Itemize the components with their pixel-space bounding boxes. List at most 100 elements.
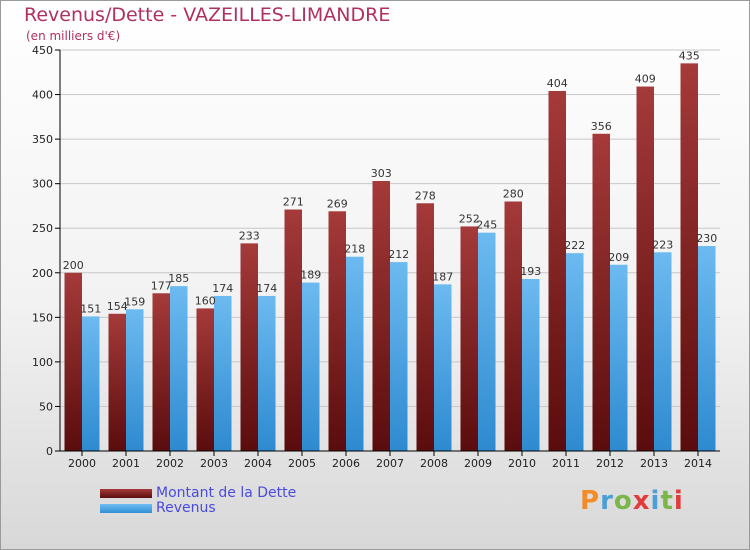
x-tick-label: 2013 [640,457,668,470]
data-label-debt: 404 [547,77,568,90]
data-label-revenue: 187 [432,270,453,283]
x-tick-label: 2006 [332,457,360,470]
data-label-debt: 160 [195,294,216,307]
legend-swatch-revenue [100,504,152,513]
bar-debt [680,63,698,451]
bar-revenue [214,295,232,451]
data-label-revenue: 159 [124,295,145,308]
data-label-revenue: 189 [300,269,321,282]
bar-revenue [170,286,188,451]
data-label-debt: 280 [503,187,524,200]
x-tick-label: 2014 [684,457,712,470]
y-tick-label: 100 [32,356,53,369]
chart-subtitle: (en milliers d'€) [26,29,121,43]
y-tick-label: 300 [32,178,53,191]
data-label-revenue: 209 [608,251,629,264]
bar-debt [372,180,390,451]
proxiti-logo: Proxiti [580,486,684,516]
bar-debt [548,90,566,451]
data-label-revenue: 174 [256,282,277,295]
data-label-revenue: 222 [564,239,585,252]
legend-label-revenue: Revenus [156,500,216,516]
bar-revenue [346,256,364,451]
data-label-debt: 233 [239,229,260,242]
bar-debt [592,133,610,451]
data-label-revenue: 185 [168,272,189,285]
x-tick-label: 2011 [552,457,580,470]
bar-revenue [258,295,276,451]
data-label-debt: 200 [63,259,84,272]
y-tick-label: 350 [32,133,53,146]
bar-revenue [698,246,716,451]
data-label-debt: 409 [635,73,656,86]
logo-letter: o [613,486,633,516]
x-tick-label: 2012 [596,457,624,470]
bar-debt [240,243,258,451]
bar-revenue [82,316,100,451]
bar-debt [152,293,170,451]
bar-revenue [126,309,144,451]
logo-letter: i [650,486,661,516]
x-tick-label: 2000 [68,457,96,470]
bar-revenue [478,232,496,451]
data-label-revenue: 223 [652,238,673,251]
y-tick-label: 150 [32,311,53,324]
y-tick-label: 50 [39,400,53,413]
x-tick-label: 2003 [200,457,228,470]
logo-letter: P [580,486,601,516]
x-tick-label: 2002 [156,457,184,470]
x-tick-label: 2008 [420,457,448,470]
data-label-revenue: 174 [212,282,233,295]
data-label-debt: 435 [679,49,700,62]
data-label-debt: 269 [327,197,348,210]
y-tick-label: 250 [32,222,53,235]
data-label-revenue: 218 [344,243,365,256]
bar-revenue [610,264,628,451]
x-tick-label: 2004 [244,457,272,470]
data-label-debt: 252 [459,212,480,225]
x-tick-label: 2001 [112,457,140,470]
x-tick-label: 2009 [464,457,492,470]
data-label-debt: 177 [151,279,172,292]
data-label-debt: 271 [283,196,304,209]
legend-label-debt: Montant de la Dette [156,485,297,501]
bar-debt [64,272,82,451]
x-tick-label: 2010 [508,457,536,470]
data-label-revenue: 151 [80,302,101,315]
y-tick-label: 0 [46,445,53,458]
bar-revenue [434,284,452,451]
y-tick-label: 400 [32,89,53,102]
chart-title: Revenus/Dette - VAZEILLES-LIMANDRE [24,4,391,26]
data-label-revenue: 212 [388,248,409,261]
bar-revenue [654,252,672,451]
data-label-debt: 356 [591,120,612,133]
bar-debt [460,226,478,451]
data-label-revenue: 230 [696,232,717,245]
bar-debt [636,86,654,451]
logo-letter: i [673,486,684,516]
legend-swatch-debt [100,489,152,498]
logo-letter: x [632,486,651,516]
bar-debt [196,308,214,451]
data-label-revenue: 245 [476,219,497,232]
data-label-revenue: 193 [520,265,541,278]
logo-letter: r [600,486,614,516]
x-tick-label: 2005 [288,457,316,470]
data-label-debt: 154 [107,300,128,313]
bar-debt [108,313,126,451]
bars [64,63,716,451]
logo-letter: t [660,486,674,516]
bar-revenue [302,282,320,451]
data-label-debt: 303 [371,167,392,180]
bar-revenue [390,262,408,451]
bar-debt [416,203,434,451]
bar-debt [328,211,346,451]
bar-debt [504,201,522,451]
bar-revenue [522,279,540,451]
y-tick-label: 450 [32,44,53,57]
y-tick-label: 200 [32,267,53,280]
data-label-debt: 278 [415,189,436,202]
